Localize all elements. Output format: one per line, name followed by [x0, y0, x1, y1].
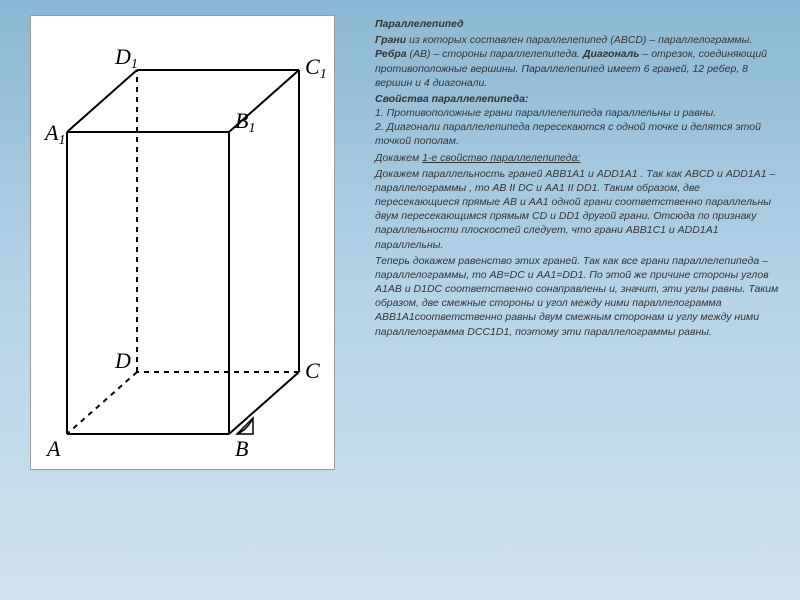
p1d: (AB) – стороны параллелепипеда. — [407, 48, 583, 60]
parallelepiped-diagram: D1C1A1B1DCAB — [39, 24, 328, 463]
term-grani: Грани — [375, 34, 406, 46]
title-line: Параллелепипед — [375, 17, 780, 31]
svg-text:B: B — [235, 436, 248, 461]
slide-container: D1C1A1B1DCAB Параллелепипед Грани из кот… — [0, 0, 800, 600]
figure-box: D1C1A1B1DCAB — [30, 15, 335, 470]
svg-text:A: A — [45, 436, 61, 461]
prop-1: 1. Противоположные грани параллелепипеда… — [375, 107, 716, 119]
p1b: из которых составлен параллелепипед (ABC… — [406, 34, 752, 46]
prop-2: 2. Диагонали параллелепипеда пересекаютс… — [375, 121, 761, 147]
paragraph-5: Теперь докажем равенство этих граней. Та… — [375, 254, 780, 339]
term-diagonal: Диагональ — [583, 48, 640, 60]
text-column: Параллелепипед Грани из которых составле… — [375, 15, 780, 585]
svg-text:A1: A1 — [43, 120, 65, 148]
paragraph-1: Грани из которых составлен параллелепипе… — [375, 33, 780, 90]
svg-text:C: C — [305, 358, 320, 383]
props-title: Свойства параллелепипеда: — [375, 93, 528, 105]
paragraph-2: Свойства параллелепипеда: 1. Противополо… — [375, 92, 780, 149]
svg-text:D: D — [114, 348, 131, 373]
title: Параллелепипед — [375, 18, 464, 30]
svg-text:C1: C1 — [305, 54, 327, 82]
svg-text:D1: D1 — [114, 44, 138, 72]
paragraph-4: Докажем параллельность граней ABB1A1 и A… — [375, 167, 780, 252]
term-rebra: Ребра — [375, 48, 407, 60]
paragraph-3: Докажем 1-е свойство параллелепипеда: — [375, 151, 780, 165]
p3a: Докажем — [375, 152, 422, 164]
p3b: 1-е свойство параллелепипеда: — [422, 152, 580, 164]
figure-column: D1C1A1B1DCAB — [30, 15, 375, 585]
